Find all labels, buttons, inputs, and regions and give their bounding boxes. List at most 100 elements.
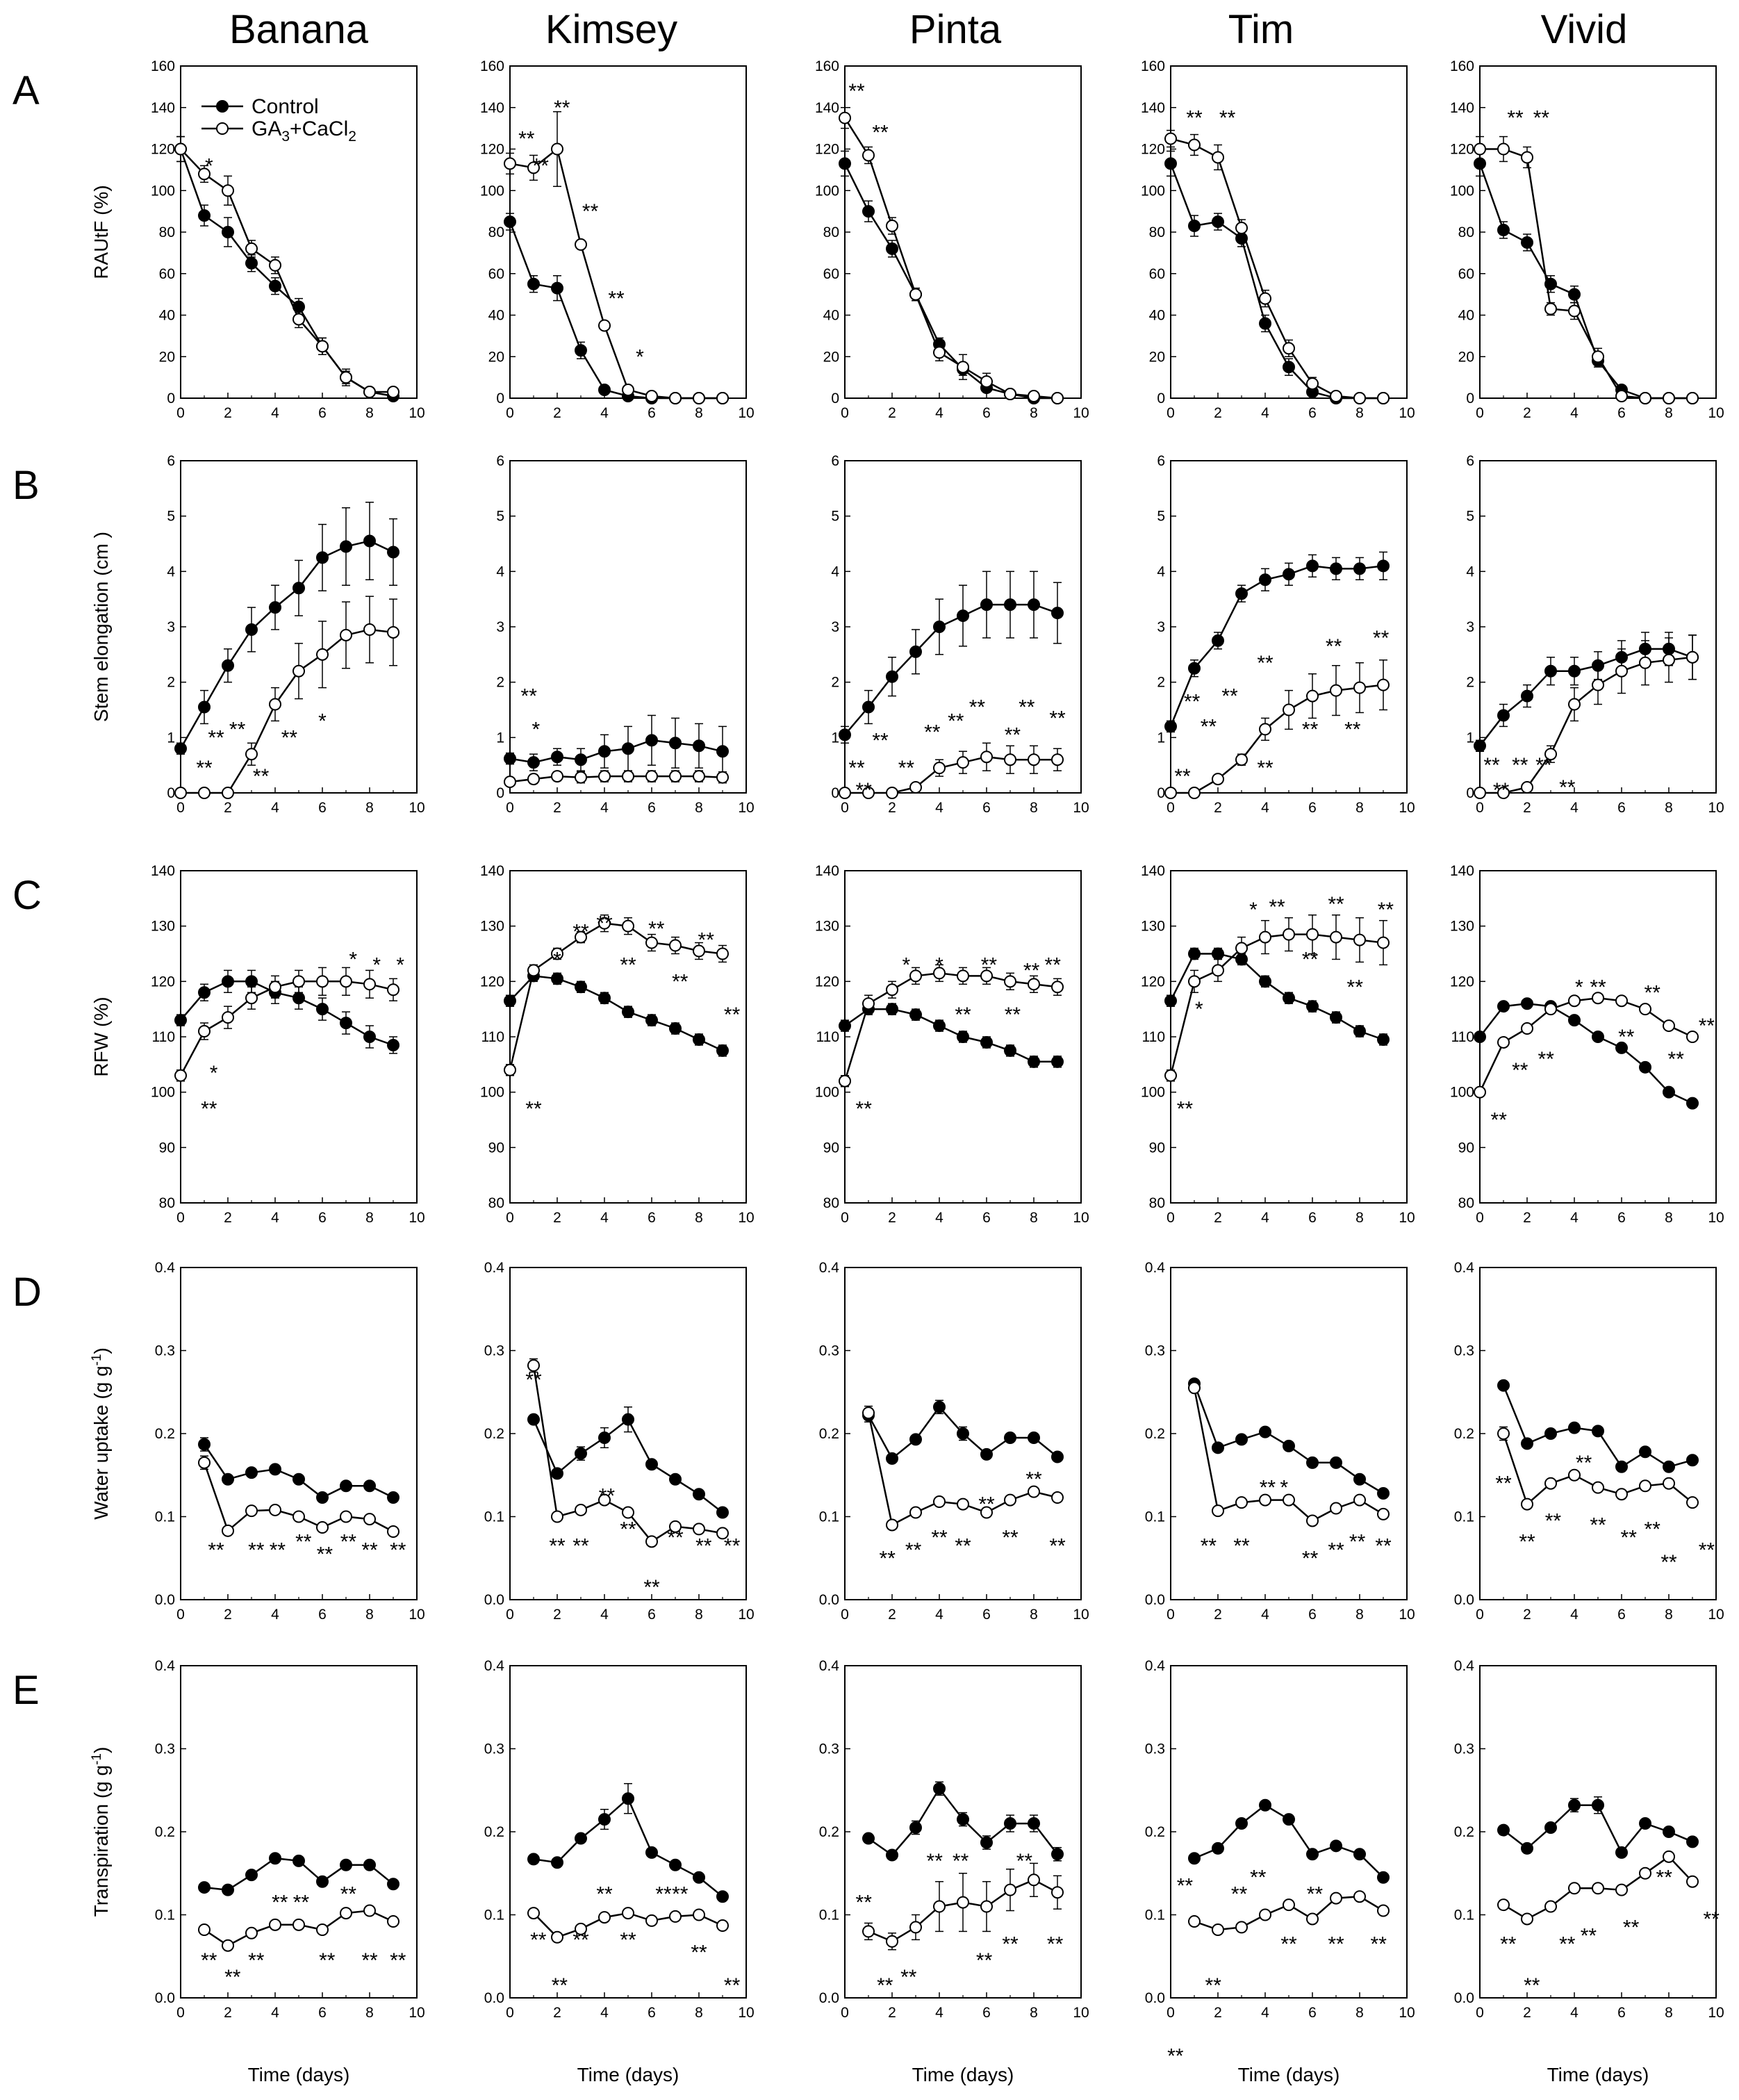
treated-data-point [269, 698, 281, 711]
significance-marker: ** [1576, 1452, 1592, 1475]
treated-data-point [387, 386, 399, 399]
significance-marker: ** [1495, 1473, 1512, 1495]
y-tick-label: 40 [159, 308, 175, 324]
treated-data-point [716, 947, 729, 960]
y-tick-label: 90 [1149, 1140, 1165, 1156]
control-data-point [1521, 689, 1533, 703]
control-data-point [222, 1473, 234, 1486]
x-tick-label: 0 [506, 800, 514, 816]
treated-data-point [269, 259, 281, 272]
significance-marker: ** [1328, 893, 1344, 916]
x-tick-label: 8 [1030, 1607, 1038, 1623]
treated-data-point [933, 346, 946, 359]
control-data-point [1028, 1055, 1040, 1068]
control-data-point [716, 1044, 729, 1057]
control-data-point [1330, 1456, 1342, 1469]
treated-data-point [1164, 787, 1177, 799]
significance-marker: ** [955, 1534, 971, 1557]
y-tick-label: 0.2 [1454, 1824, 1474, 1840]
y-tick-label: 110 [152, 1029, 175, 1045]
treated-data-point [716, 392, 729, 404]
control-data-point [527, 756, 540, 769]
significance-marker: ** [1019, 696, 1035, 719]
control-data-point [527, 1413, 540, 1426]
x-tick-label: 8 [1030, 2005, 1038, 2021]
control-data-point [1544, 664, 1557, 678]
y-tick-label: 3 [496, 619, 504, 635]
treated-data-point [316, 340, 329, 353]
x-tick-label: 8 [1030, 405, 1038, 421]
control-data-point [622, 1792, 634, 1805]
significance-marker: ** [856, 779, 873, 802]
significance-marker: * [349, 948, 357, 971]
y-tick-label: 100 [815, 1085, 839, 1101]
treated-data-point [575, 238, 587, 251]
control-data-point [363, 534, 376, 548]
control-data-point [504, 215, 516, 229]
plot-frame [844, 65, 1082, 399]
control-data-point [269, 601, 281, 614]
y-tick-label: 20 [823, 349, 839, 365]
control-data-point [957, 1427, 969, 1440]
y-tick-label: 80 [1458, 1195, 1474, 1211]
treated-data-point [1028, 1485, 1040, 1498]
control-data-point [575, 753, 587, 766]
control-data-point [245, 1466, 258, 1479]
significance-marker: ** [724, 1003, 741, 1026]
x-tick-label: 2 [1214, 405, 1222, 421]
significance-marker: ** [1023, 959, 1040, 982]
treated-data-point [316, 975, 329, 988]
treated-data-point [1051, 1886, 1064, 1899]
control-data-point [1568, 1798, 1581, 1812]
control-data-point [980, 1447, 993, 1461]
significance-marker: ** [1559, 776, 1576, 799]
significance-marker: ** [905, 1539, 922, 1561]
y-tick-label: 40 [1149, 308, 1165, 324]
y-tick-label: 0.3 [819, 1741, 839, 1757]
significance-marker: ** [317, 1543, 333, 1566]
x-axis-label: Time (days) [1238, 2064, 1340, 2085]
control-data-point [1212, 947, 1224, 960]
significance-marker: * [1195, 998, 1203, 1021]
x-tick-label: 8 [365, 1607, 374, 1623]
x-tick-label: 0 [506, 405, 514, 421]
significance-marker: ** [969, 696, 986, 719]
y-tick-label: 5 [831, 509, 839, 525]
treated-data-point [551, 1930, 563, 1944]
control-data-point [909, 1008, 922, 1022]
treated-data-point [1004, 753, 1016, 766]
control-data-point [340, 1858, 352, 1871]
x-tick-label: 4 [935, 800, 943, 816]
significance-marker: ** [872, 122, 889, 145]
x-tick-label: 0 [841, 405, 849, 421]
y-tick-label: 0.1 [1454, 1509, 1474, 1525]
treated-data-point [1259, 292, 1271, 305]
y-tick-label: 0.2 [155, 1426, 175, 1442]
control-data-point [1377, 1487, 1390, 1500]
treated-data-point [1592, 992, 1604, 1005]
treated-series-line [1170, 138, 1383, 400]
y-tick-label: 0.1 [155, 1509, 175, 1525]
significance-marker: ** [898, 757, 915, 780]
control-data-point [909, 1821, 922, 1835]
significance-marker: ** [872, 729, 889, 752]
column-title-banana: Banana [229, 7, 369, 52]
treated-data-point [363, 1513, 376, 1526]
control-data-point [693, 1871, 705, 1884]
control-data-point [1306, 559, 1319, 573]
x-tick-label: 8 [695, 2005, 703, 2021]
treated-data-point [1663, 1850, 1675, 1863]
y-tick-label: 2 [1466, 675, 1474, 691]
significance-marker: * [935, 953, 943, 976]
x-tick-label: 10 [738, 405, 754, 421]
control-series-line [1479, 1002, 1693, 1104]
control-data-point [198, 209, 211, 222]
treated-data-point [839, 111, 851, 124]
significance-marker: ** [948, 709, 964, 732]
significance-marker: ** [196, 757, 213, 780]
x-tick-label: 2 [1214, 1210, 1222, 1226]
x-tick-label: 0 [1476, 800, 1484, 816]
x-tick-label: 8 [1355, 1210, 1364, 1226]
significance-marker: ** [340, 1530, 357, 1553]
